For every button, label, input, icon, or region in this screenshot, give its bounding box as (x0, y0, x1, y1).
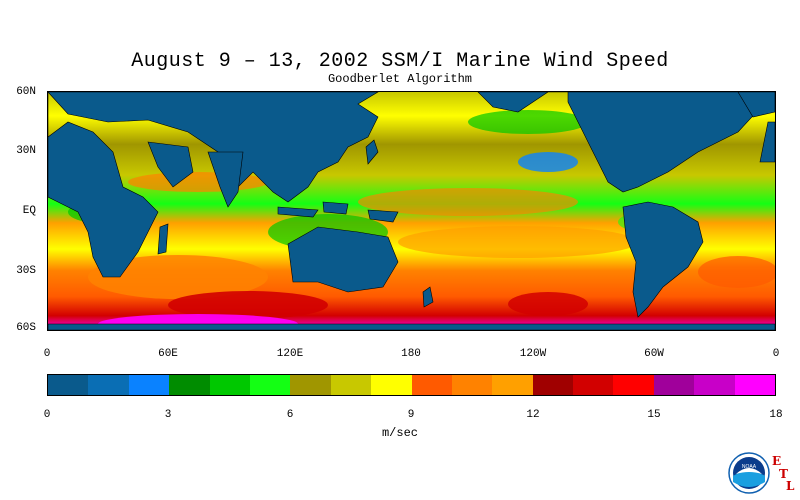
wind-patch (88, 255, 268, 299)
colorbar-swatch-10 (451, 375, 493, 395)
lon-label-60e: 60E (158, 348, 178, 360)
colorbar-units: m/sec (381, 426, 418, 440)
colorbar-tick-12: 12 (526, 409, 540, 421)
map-title: August 9 – 13, 2002 SSM/I Marine Wind Sp… (131, 50, 669, 73)
noaa-logo-text: NOAA (742, 464, 757, 470)
lat-label-30s: 30S (16, 265, 36, 277)
colorbar-swatch-17 (734, 375, 776, 395)
wind-speed-map-svg (48, 92, 775, 330)
colorbar-swatch-1 (88, 375, 129, 395)
lon-label-120w: 120W (519, 348, 547, 360)
lat-label-60s: 60S (16, 322, 36, 334)
colorbar-tick-0: 0 (43, 409, 51, 421)
europe-edge-land (759, 121, 775, 163)
noaa-logo-icon: NOAA (728, 452, 770, 494)
africa-land (48, 92, 159, 278)
wind-patch (168, 291, 328, 319)
lat-label-30n: 30N (16, 145, 36, 157)
colorbar-swatch-12 (532, 375, 574, 395)
australia-land (287, 226, 399, 293)
land-masses (48, 92, 775, 330)
wind-speed-colorbar (47, 374, 776, 396)
lon-label-120e: 120E (276, 348, 304, 360)
lon-label-0-end: 0 (772, 348, 780, 360)
lon-label-180: 180 (401, 348, 421, 360)
south-america-land (622, 201, 704, 318)
lat-label-60n: 60N (16, 86, 36, 98)
colorbar-swatch-6 (290, 375, 331, 395)
lon-label-60w: 60W (644, 348, 664, 360)
colorbar-tick-9: 9 (407, 409, 415, 421)
etl-letter-l: L (786, 479, 795, 493)
greenland-land (737, 92, 775, 118)
colorbar-swatch-11 (492, 375, 533, 395)
borneo-land (322, 201, 349, 215)
colorbar-swatch-13 (573, 375, 614, 395)
colorbar-swatch-15 (653, 375, 695, 395)
colorbar-swatch-0 (48, 375, 89, 395)
new-guinea-land (367, 209, 399, 223)
etl-letter-t: T (779, 467, 788, 481)
india-land (207, 151, 244, 208)
etl-letter-e: E (772, 454, 782, 468)
colorbar-swatch-3 (169, 375, 210, 395)
colorbar-swatch-2 (128, 375, 170, 395)
north-america-land (477, 92, 775, 193)
colorbar-tick-18: 18 (769, 409, 783, 421)
colorbar-swatch-5 (249, 375, 291, 395)
indonesia-land (277, 206, 319, 218)
colorbar-swatch-7 (330, 375, 372, 395)
colorbar-tick-3: 3 (164, 409, 172, 421)
madagascar-land (157, 223, 169, 255)
colorbar-swatch-9 (411, 375, 452, 395)
wind-patch (358, 188, 578, 216)
wind-patch (468, 110, 588, 134)
colorbar-swatch-16 (694, 375, 735, 395)
lat-label-eq: EQ (22, 205, 36, 217)
colorbar-tick-15: 15 (647, 409, 661, 421)
colorbar-swatch-8 (371, 375, 412, 395)
wind-patch (518, 152, 578, 172)
antarctica-land (48, 323, 775, 330)
japan-land (365, 139, 379, 165)
new-zealand-land (422, 286, 434, 308)
map-subtitle: Goodberlet Algorithm (327, 72, 473, 86)
colorbar-swatch-4 (209, 375, 250, 395)
wind-patch (398, 226, 638, 258)
lon-label-0: 0 (43, 348, 51, 360)
eurasia-land (48, 92, 379, 203)
wind-speed-map (47, 91, 776, 331)
arabia-land (147, 141, 194, 188)
colorbar-tick-6: 6 (286, 409, 294, 421)
colorbar-swatch-14 (613, 375, 654, 395)
wind-patch (698, 256, 775, 288)
wind-patch (508, 292, 588, 316)
